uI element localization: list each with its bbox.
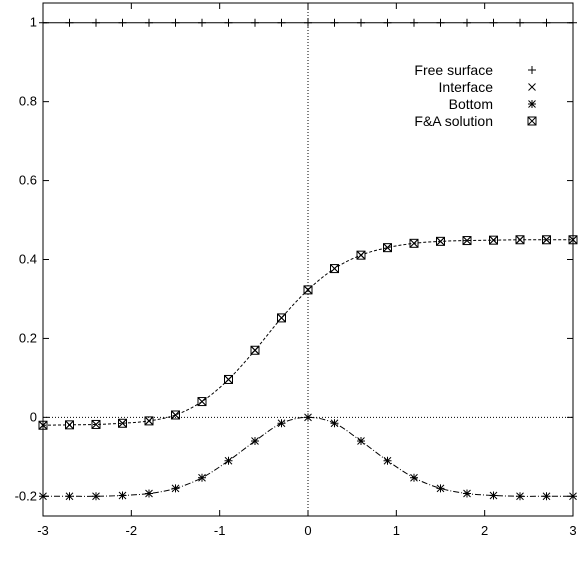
data-point-2-16 [463,489,471,498]
data-point-3-3 [118,418,127,428]
data-point-0-14 [410,18,418,27]
data-point-2-3 [118,491,127,500]
legend-marker-0 [528,66,536,74]
y-tick-label: 0.4 [19,252,37,267]
data-point-0-3 [118,18,127,27]
data-point-3-7 [224,374,233,384]
legend-marker-1 [528,83,536,91]
data-point-3-14 [409,238,419,248]
data-point-2-4 [145,489,153,498]
data-point-0-10 [304,18,312,27]
series-markers [38,18,578,501]
legend-marker-3 [527,116,537,126]
data-point-0-18 [516,18,524,27]
data-point-2-14 [410,473,418,482]
legend-marker-2 [528,100,536,108]
data-point-0-13 [383,18,392,27]
zero-lines [43,3,573,516]
x-tick-label: -1 [214,523,226,538]
data-point-3-18 [515,235,525,245]
data-point-3-12 [356,250,366,260]
data-point-2-1 [65,492,74,501]
data-point-2-8 [251,437,259,446]
data-point-2-7 [224,456,233,465]
data-point-2-12 [357,437,365,446]
x-tick-label: 0 [304,523,311,538]
data-point-2-2 [92,492,100,501]
x-tick-label: -3 [37,523,49,538]
data-point-3-6 [197,397,207,407]
data-point-0-17 [489,18,498,27]
data-point-2-6 [198,473,206,482]
data-point-2-15 [436,484,445,493]
data-point-0-8 [251,18,259,27]
data-point-0-16 [463,18,471,27]
data-point-3-8 [250,345,260,355]
data-point-0-5 [171,18,180,27]
data-point-2-9 [277,419,286,428]
data-point-0-6 [198,18,206,27]
data-point-0-9 [277,18,286,27]
data-point-0-1 [65,18,74,27]
y-tick-label: 1 [30,15,37,30]
data-point-0-15 [436,18,445,27]
data-point-0-2 [92,18,100,27]
x-tick-label: -2 [126,523,138,538]
legend-entry-label: F&A solution [414,113,493,129]
data-point-2-18 [516,492,524,501]
data-point-0-4 [145,18,153,27]
data-point-3-16 [462,236,472,246]
y-tick-label: -0.2 [15,488,37,503]
y-tick-label: 0.6 [19,173,37,188]
legend-entry-label: Bottom [449,96,493,112]
x-tick-label: 1 [393,523,400,538]
data-point-2-11 [330,419,339,428]
data-point-3-4 [144,416,154,426]
data-point-3-13 [383,243,392,253]
data-point-3-9 [277,313,286,323]
x-tick-label: 2 [481,523,488,538]
data-point-3-15 [436,236,445,246]
x-tick-label: 3 [569,523,576,538]
data-point-3-2 [91,419,101,429]
data-point-3-17 [489,235,498,245]
data-point-2-10 [304,413,312,422]
y-tick-label: 0 [30,409,37,424]
tick-labels: -3 -2 -1 0 1 2 3 -0.2 0 0.2 0.4 0.6 0.8 1 [15,15,577,538]
data-point-2-5 [171,484,180,493]
data-point-2-19 [542,492,551,501]
y-tick-label: 0.2 [19,330,37,345]
data-point-3-5 [171,410,180,420]
data-point-0-12 [357,18,365,27]
data-point-2-17 [489,491,498,500]
data-point-3-19 [542,235,551,245]
data-point-3-1 [65,420,74,430]
data-point-0-11 [330,18,339,27]
ticks [42,3,574,516]
y-tick-label: 0.8 [19,94,37,109]
legend-entry-label: Interface [439,79,494,95]
plot-frame [42,2,574,517]
legend-entry-label: Free surface [414,62,493,78]
data-point-2-13 [383,456,392,465]
data-point-3-11 [330,264,339,274]
data-point-0-19 [542,18,551,27]
data-point-3-10 [303,285,313,295]
data-point-0-7 [224,18,233,27]
